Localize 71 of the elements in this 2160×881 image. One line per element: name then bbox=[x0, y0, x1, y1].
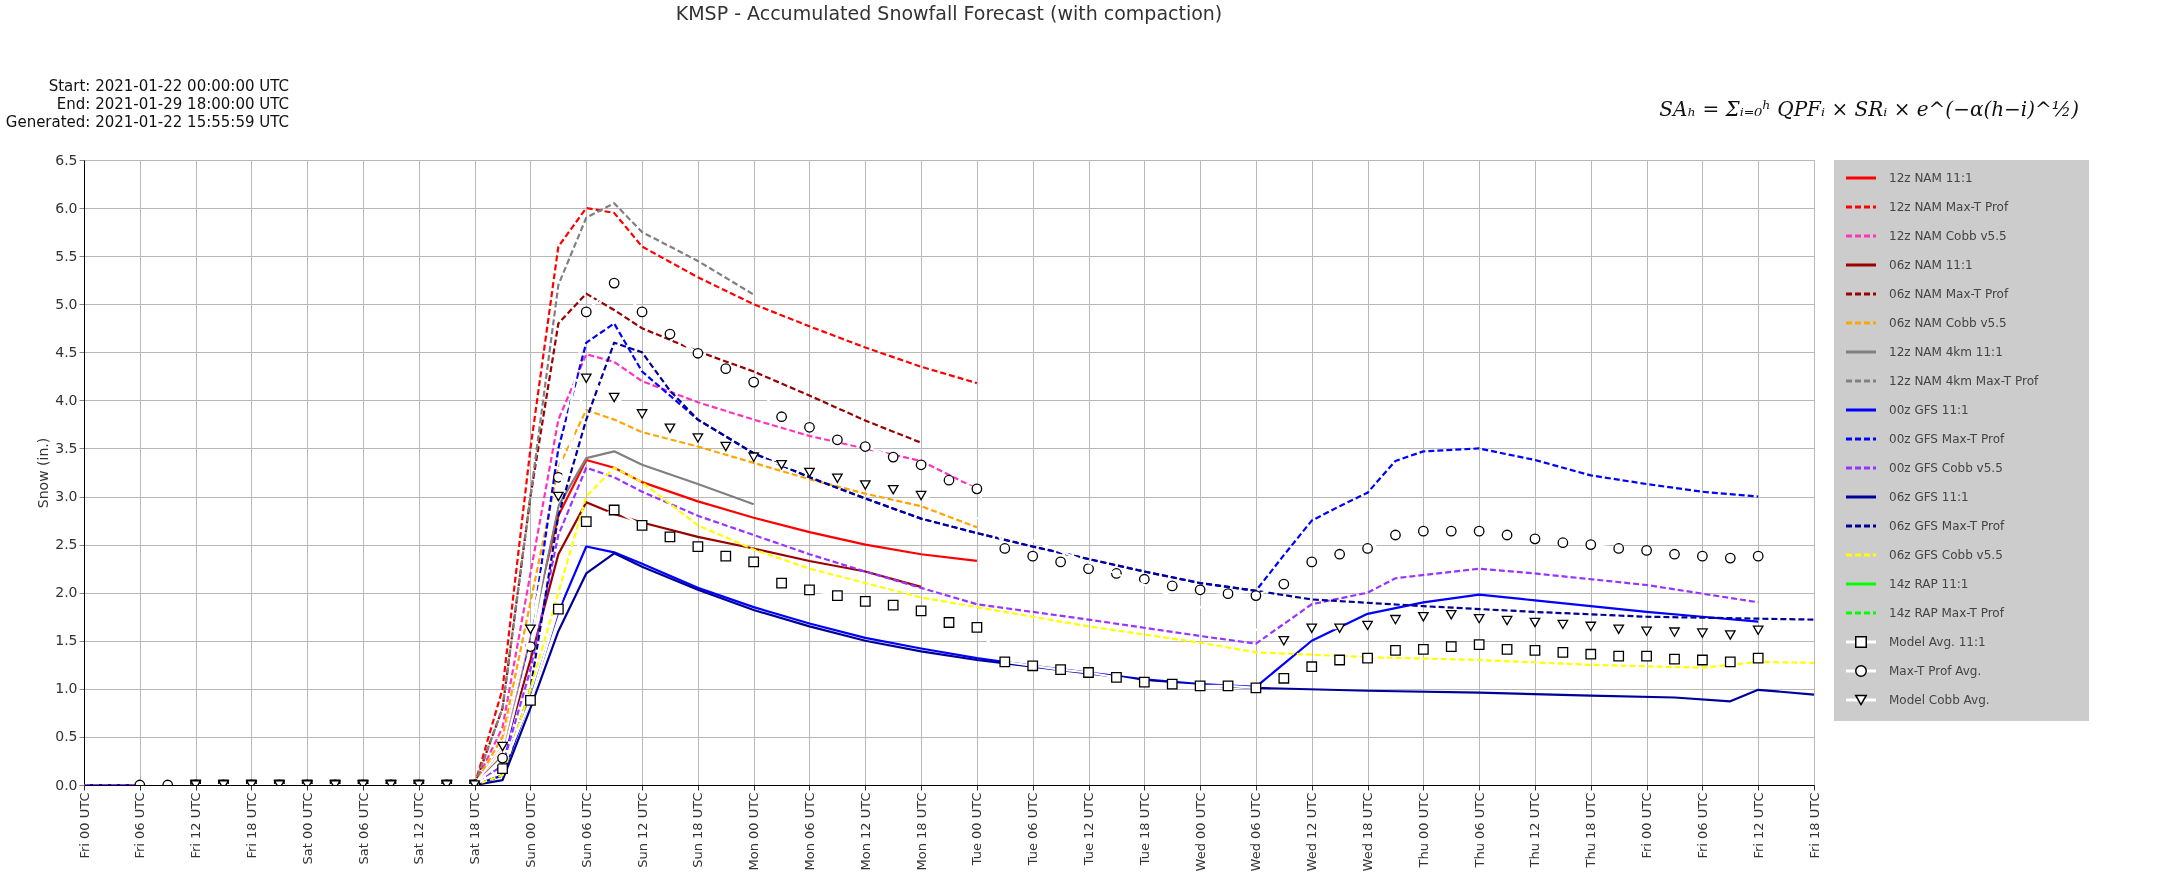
text: End: 2021-01-29 18:00:00 UTC bbox=[56, 95, 289, 113]
x-tick-label: Wed 12 UTC bbox=[1304, 792, 1320, 872]
x-tick-label: Tue 00 UTC bbox=[969, 792, 985, 867]
y-tick-label: 5.5 bbox=[55, 247, 78, 264]
x-tick-label: Fri 18 UTC bbox=[243, 792, 259, 859]
y-tick-label: 0.5 bbox=[55, 728, 78, 745]
x-tick-label: Fri 12 UTC bbox=[1750, 792, 1766, 859]
y-tick-label: 3.5 bbox=[55, 439, 78, 456]
legend-label: Model Avg. 11:1 bbox=[1889, 635, 1986, 649]
y-tick-label: 0.0 bbox=[55, 776, 78, 793]
x-tick-label: Sat 00 UTC bbox=[299, 792, 315, 865]
legend-label: 06z GFS 11:1 bbox=[1889, 490, 1969, 504]
chart-title: KMSP - Accumulated Snowfall Forecast (with compaction) bbox=[675, 2, 1223, 24]
legend-label: 12z NAM Max-T Prof bbox=[1889, 200, 2009, 214]
x-tick-label: Sun 18 UTC bbox=[690, 792, 706, 868]
y-tick-label: 1.0 bbox=[55, 680, 78, 697]
y-tick-label: 6.0 bbox=[55, 199, 78, 216]
y-tick-label: 2.0 bbox=[55, 584, 78, 601]
y-tick-label: 2.5 bbox=[55, 536, 78, 553]
x-tick-label: Mon 12 UTC bbox=[857, 792, 873, 871]
x-tick-label: Fri 06 UTC bbox=[1694, 792, 1710, 859]
legend-label: 06z NAM Cobb v5.5 bbox=[1889, 316, 2007, 330]
x-tick-label: Sat 12 UTC bbox=[411, 792, 427, 865]
legend-label: Model Cobb Avg. bbox=[1889, 693, 1990, 707]
y-tick-label: 4.5 bbox=[55, 343, 78, 360]
x-tick-label: Sat 18 UTC bbox=[467, 792, 483, 865]
x-tick-label: Thu 18 UTC bbox=[1583, 792, 1599, 869]
x-tick-label: Sat 06 UTC bbox=[355, 792, 371, 865]
text: Generated: 2021-01-22 15:55:59 UTC bbox=[5, 113, 289, 131]
y-tick-label: 4.0 bbox=[55, 391, 78, 408]
x-tick-label: Fri 00 UTC bbox=[76, 792, 92, 859]
legend-label: 06z NAM 11:1 bbox=[1889, 258, 1973, 272]
x-tick-label: Thu 00 UTC bbox=[1415, 792, 1431, 869]
x-tick-label: Mon 18 UTC bbox=[913, 792, 929, 871]
y-tick-label: 3.0 bbox=[55, 488, 78, 505]
legend-label: 00z GFS 11:1 bbox=[1889, 403, 1969, 417]
x-tick-label: Tue 12 UTC bbox=[1081, 792, 1097, 867]
text: Start: 2021-01-22 00:00:00 UTC bbox=[48, 77, 289, 95]
x-tick-label: Fri 12 UTC bbox=[188, 792, 204, 859]
legend-label: 00z GFS Max-T Prof bbox=[1889, 432, 2006, 446]
x-tick-label: Tue 06 UTC bbox=[1025, 792, 1041, 867]
x-tick-label: Mon 06 UTC bbox=[801, 792, 817, 871]
text: SAₕ = Σᵢ₌₀ʰ QPFᵢ × SRᵢ × e^(−α(h−i)^½) bbox=[1659, 97, 2079, 121]
y-tick-label: 1.5 bbox=[55, 632, 78, 649]
x-tick-label: Thu 12 UTC bbox=[1527, 792, 1543, 869]
x-tick-label: Sun 06 UTC bbox=[578, 792, 594, 868]
y-tick-label: 6.5 bbox=[55, 151, 78, 168]
legend-label: 14z RAP 11:1 bbox=[1889, 577, 1969, 591]
legend-label: 14z RAP Max-T Prof bbox=[1889, 606, 2005, 620]
x-tick-label: Mon 00 UTC bbox=[746, 792, 762, 871]
legend-label: 12z NAM 11:1 bbox=[1889, 171, 1973, 185]
legend-label: 06z GFS Max-T Prof bbox=[1889, 519, 2006, 533]
x-tick-label: Fri 06 UTC bbox=[132, 792, 148, 859]
y-tick-label: 5.0 bbox=[55, 295, 78, 312]
legend-label: 06z GFS Cobb v5.5 bbox=[1889, 548, 2003, 562]
x-tick-label: Thu 06 UTC bbox=[1471, 792, 1487, 869]
x-tick-label: Tue 18 UTC bbox=[1136, 792, 1152, 867]
x-tick-label: Fri 18 UTC bbox=[1806, 792, 1822, 859]
x-tick-label: Sun 00 UTC bbox=[522, 792, 538, 868]
legend-label: 12z NAM 4km Max-T Prof bbox=[1889, 374, 2040, 388]
legend-label: 12z NAM 4km 11:1 bbox=[1889, 345, 2003, 359]
legend-label: 12z NAM Cobb v5.5 bbox=[1889, 229, 2007, 243]
y-axis-title: Snow (in.) bbox=[35, 437, 52, 509]
x-tick-label: Sun 12 UTC bbox=[634, 792, 650, 868]
x-tick-label: Wed 06 UTC bbox=[1248, 792, 1264, 872]
legend-label: 06z NAM Max-T Prof bbox=[1889, 287, 2009, 301]
x-tick-label: Fri 00 UTC bbox=[1639, 792, 1655, 859]
legend-label: Max-T Prof Avg. bbox=[1889, 664, 1982, 678]
x-tick-label: Wed 00 UTC bbox=[1192, 792, 1208, 872]
legend-label: 00z GFS Cobb v5.5 bbox=[1889, 461, 2003, 475]
x-tick-label: Wed 18 UTC bbox=[1360, 792, 1376, 872]
